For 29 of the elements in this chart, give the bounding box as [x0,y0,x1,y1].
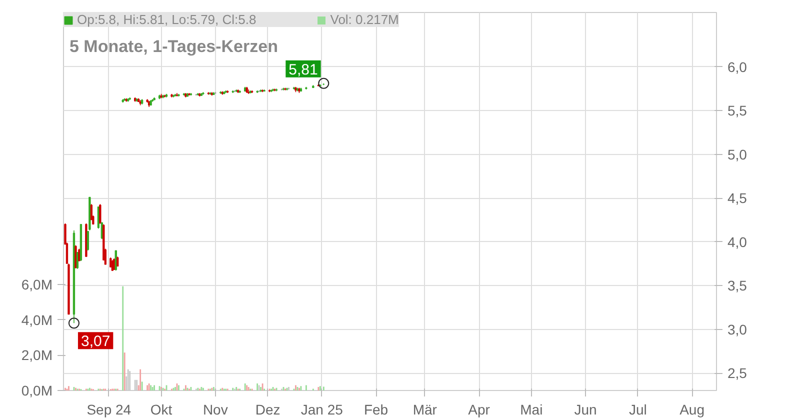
y-tick-label: 5,0 [728,146,748,162]
y-tick-label: 4,5 [728,190,748,206]
y2-tick-label: 4,0M [21,312,52,328]
x-tick-label: Dez [255,402,280,418]
annotation: 5,81 [288,61,318,78]
x-tick-label: Jan 25 [300,402,344,418]
x-tick-label: Apr [468,402,490,418]
x-tick-label: Jun [574,402,597,418]
x-tick-label: Aug [680,402,705,418]
y-tick-label: 4,0 [728,234,748,250]
x-tick-label: Mär [412,402,438,418]
text: 5 Monate, 1-Tages-Kerzen [70,37,278,56]
y-tick-label: 5,5 [728,102,748,118]
x-tick-label: Jul [628,402,647,418]
y2-tick-label: 6,0M [21,276,52,293]
y2-tick-label: 0,0M [21,382,52,398]
y-tick-label: 3,0 [728,321,748,338]
y2-tick-label: 2,0M [21,347,52,364]
legend-label: Vol: 0.217M [330,12,399,27]
x-tick-label: Mai [520,402,543,418]
x-tick-label: Okt [150,402,172,418]
y-tick-label: 6,0 [728,58,748,75]
annotation: 3,07 [80,333,110,350]
x-tick-label: Sep 24 [86,402,132,418]
legend-label: Op:5.8, Hi:5.81, Lo:5.79, Cl:5.8 [77,12,256,27]
x-tick-label: Nov [202,402,228,418]
y-tick-label: 2,5 [728,365,748,381]
y-tick-label: 3,5 [728,278,748,294]
x-tick-label: Feb [364,402,388,418]
